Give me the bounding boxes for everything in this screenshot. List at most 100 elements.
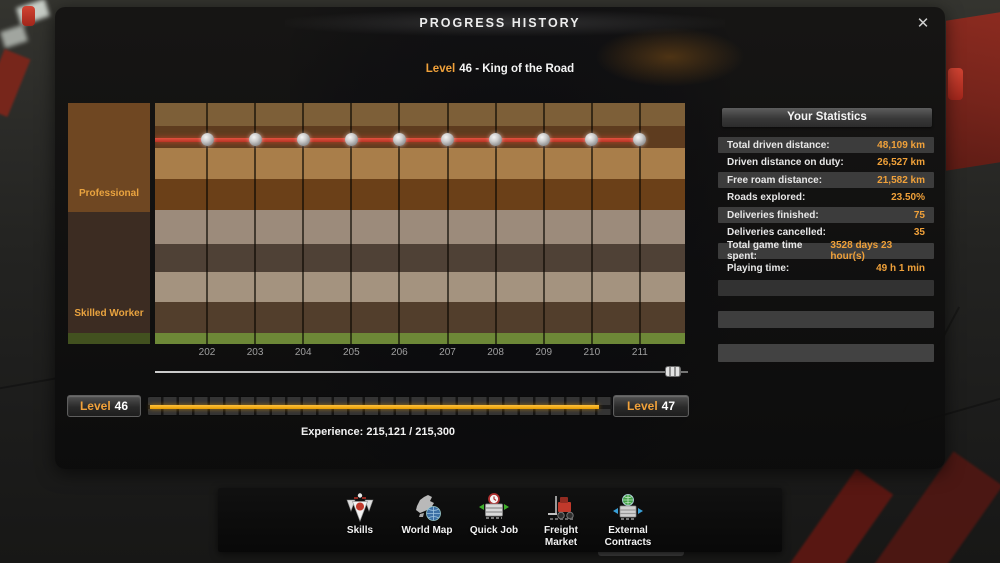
stat-value: 35 [913, 227, 925, 239]
chart-gridline [494, 103, 497, 344]
next-level-box: Level 47 [613, 395, 689, 417]
stat-value: 26,527 km [877, 157, 925, 169]
band-skilled-worker-label: Skilled Worker [74, 308, 144, 319]
current-level-box: Level 46 [67, 395, 141, 417]
toolbar-item-label: Quick Job [469, 525, 519, 536]
stat-row: Total driven distance: 48,109 km [718, 137, 934, 153]
toolbar-item-freight-market[interactable]: Freight Market [529, 488, 593, 548]
statistics-header: Your Statistics [722, 108, 932, 127]
chart-stripe [155, 126, 685, 148]
stat-label: Driven distance on duty: [727, 157, 844, 169]
band-professional-label: Professional [78, 188, 140, 199]
chart-level-bands: Professional Skilled Worker [68, 103, 150, 344]
truck-glow [595, 27, 745, 87]
chart-gridline [350, 103, 353, 344]
stat-value: 23.50% [891, 192, 925, 204]
level-marker [585, 133, 599, 146]
toolbar-tab [598, 550, 684, 556]
stat-label: Total game time spent: [727, 239, 803, 262]
toolbar-item-quick-job[interactable]: Quick Job [462, 488, 526, 537]
chart-stripe [155, 302, 685, 333]
level-marker [296, 133, 310, 146]
stat-value: 21,582 km [877, 174, 925, 186]
chart-plot-stripes [155, 103, 685, 344]
chart-stripe [155, 148, 685, 179]
chart-stripe [155, 272, 685, 302]
chart-gridline [590, 103, 593, 344]
close-icon[interactable]: ✕ [916, 15, 930, 32]
empty-stat-bar [718, 280, 934, 296]
chart-stripe [155, 333, 685, 344]
stat-row: Free roam distance: 21,582 km [718, 172, 934, 189]
chart-scrollbar[interactable] [155, 366, 688, 377]
stat-row: Playing time: 49 h 1 min [718, 260, 934, 276]
quick-job-icon [477, 492, 511, 524]
chart-gridline [398, 103, 401, 344]
stat-label: Deliveries finished: [727, 209, 819, 221]
stat-row: Total game time spent: 3528 days 23 hour(… [718, 239, 934, 262]
stat-label: Roads explored: [727, 192, 806, 204]
x-tick-label: 206 [391, 347, 408, 358]
experience-text: Experience: 215,121 / 215,300 [300, 426, 456, 438]
toolbar-item-world-map[interactable]: World Map [395, 488, 459, 537]
stat-value: 48,109 km [877, 139, 925, 151]
chart-gridline [206, 103, 208, 344]
band-professional: Professional [68, 103, 150, 212]
empty-stat-bar [718, 311, 934, 328]
chart-scrollbar-handle[interactable] [665, 366, 681, 377]
title-highlight-band [285, 10, 725, 36]
x-tick-label: 210 [583, 347, 601, 358]
xp-progress-bar [148, 396, 612, 416]
truck-shadow-stripe [781, 468, 894, 563]
xp-progress-fill [150, 405, 600, 409]
stat-value: 75 [913, 209, 925, 221]
freight-market-icon [544, 492, 578, 524]
fire-extinguisher [22, 6, 35, 26]
dialog-title: PROGRESS HISTORY [419, 16, 581, 30]
x-tick-label: 204 [294, 347, 312, 358]
x-tick-label: 211 [631, 347, 648, 358]
chart-gridline [542, 103, 545, 344]
x-tick-label: 207 [439, 347, 456, 358]
skills-icon [343, 492, 377, 524]
x-tick-label: 202 [198, 347, 216, 358]
level-marker [441, 133, 454, 146]
statistics-rows: Total driven distance: 48,109 km Driven di… [718, 137, 934, 278]
level-marker [489, 133, 503, 146]
chart-gridline [302, 103, 305, 344]
chart-stripe [155, 179, 685, 210]
x-tick-label: 208 [487, 347, 504, 358]
level-subtitle-prefix: Level [425, 63, 456, 75]
level-marker [248, 133, 262, 146]
chart-stripe [155, 244, 685, 272]
level-marker [537, 133, 551, 146]
level-marker [633, 133, 647, 146]
chart-gridline [446, 103, 449, 344]
next-level-value: 47 [661, 399, 676, 413]
external-contracts-icon [611, 492, 645, 524]
stat-value: 3528 days 23 hour(s) [830, 239, 893, 262]
stat-label: Free roam distance: [727, 174, 823, 186]
stat-row: Deliveries finished: 75 [718, 207, 934, 224]
band-lower-tier [68, 333, 150, 344]
current-level-prefix: Level [79, 399, 111, 413]
toolbar-item-label: World Map [401, 525, 453, 536]
toolbar-item-external-contracts[interactable]: External Contracts [596, 488, 660, 548]
level-marker [200, 133, 214, 146]
x-tick-label: 209 [535, 347, 553, 358]
toolbar-item-label: Freight Market [544, 525, 578, 548]
stat-label: Deliveries cancelled: [727, 227, 826, 239]
toolbar-item-label: External Contracts [604, 525, 652, 548]
bottom-toolbar: Skills World Map [218, 488, 782, 552]
fire-extinguisher [948, 68, 963, 100]
chart-gridline [254, 103, 257, 344]
toolbar-item-label: Skills [346, 525, 374, 536]
progress-chart [155, 103, 685, 344]
next-level-prefix: Level [626, 399, 658, 413]
x-tick-label: 203 [246, 347, 264, 358]
level-marker [344, 133, 358, 146]
level-subtitle: Level 46 - King of the Road [55, 63, 945, 75]
garage-red-beam [0, 49, 31, 117]
stat-row: Deliveries cancelled: 35 [718, 225, 934, 241]
toolbar-item-skills[interactable]: Skills [328, 488, 392, 537]
